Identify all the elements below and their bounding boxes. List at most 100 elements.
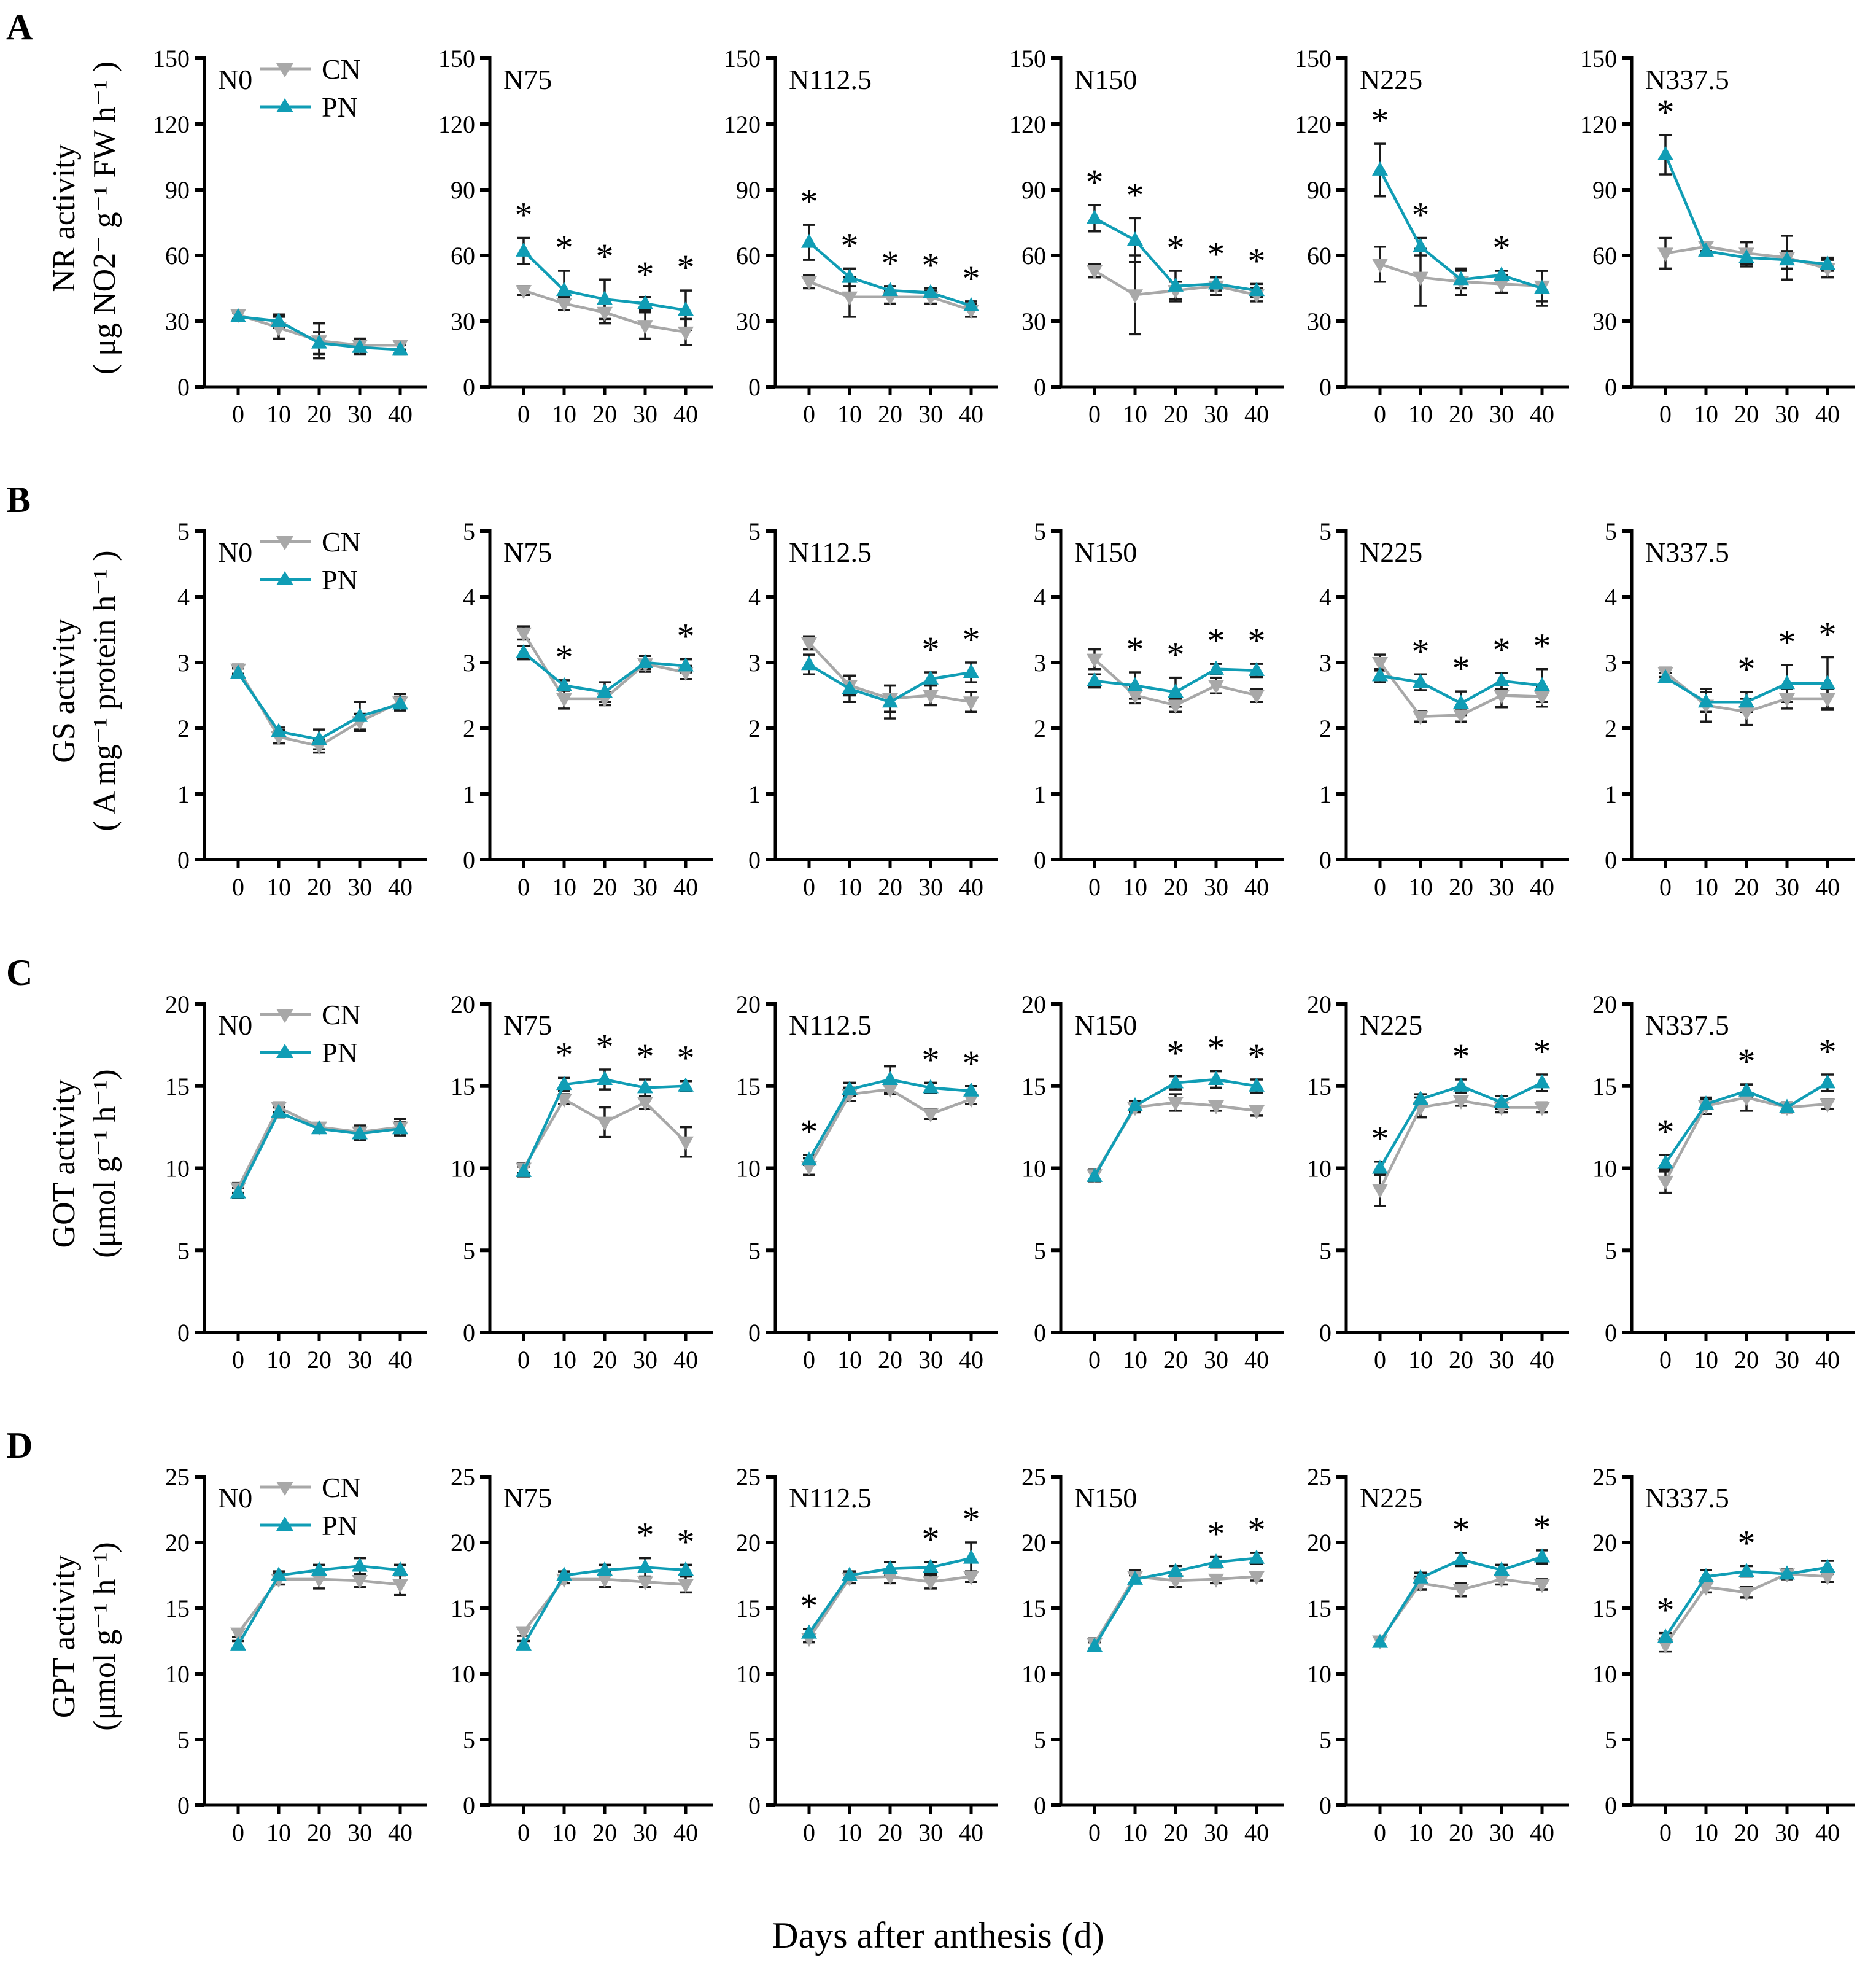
legend-item-cn: CN (260, 1472, 361, 1503)
significance-asterisk: * (841, 225, 859, 265)
y-tick-label: 10 (1307, 1660, 1331, 1688)
pn-marker (1738, 249, 1754, 263)
cn-marker (1534, 1102, 1550, 1116)
x-tick-label: 40 (1815, 400, 1840, 428)
error-bars (1374, 1073, 1548, 1207)
y-tick-label: 5 (1034, 1726, 1046, 1754)
cn-marker (1127, 690, 1143, 704)
y-tick-label: 5 (1605, 1237, 1617, 1264)
y-tick-label: 20 (451, 1529, 475, 1557)
x-tick-label: 0 (1659, 400, 1672, 428)
x-tick-label: 10 (1408, 400, 1433, 428)
y-tick-label: 150 (438, 45, 475, 72)
y-axis-label-B: GS activity ( A mg⁻¹ protein h⁻¹ ) (39, 445, 131, 936)
cn-marker (801, 276, 817, 290)
pn-marker (271, 1566, 287, 1581)
legend-item-pn: PN (260, 564, 358, 596)
significance-asterisk: * (1819, 1032, 1837, 1071)
panel-title: N150 (1074, 537, 1137, 568)
y-tick-label: 3 (1319, 649, 1331, 677)
y-tick-label: 20 (1021, 990, 1046, 1018)
y-tick-label: 30 (1307, 308, 1331, 335)
y-tick-label: 0 (177, 846, 190, 874)
cn-marker (1494, 278, 1510, 293)
significance-asterisk: * (1738, 649, 1756, 689)
y-tick-label: 0 (463, 373, 475, 401)
significance-asterisk: * (1371, 1119, 1389, 1159)
x-tick-label: 40 (673, 1346, 698, 1374)
pn-marker (637, 654, 653, 668)
y-tick-label: 3 (1034, 649, 1046, 677)
pn-marker (1494, 672, 1510, 686)
pn-marker (1494, 1561, 1510, 1576)
cn-marker (882, 1084, 898, 1098)
y-tick-label: 15 (1307, 1595, 1331, 1622)
y-tick-label: 1 (177, 780, 190, 808)
x-tick-label: 40 (1815, 1346, 1840, 1374)
pn-marker (556, 1076, 572, 1091)
y-tick-label: 15 (736, 1595, 761, 1622)
x-tick-label: 30 (347, 873, 372, 901)
x-tick-label: 40 (1530, 1346, 1554, 1374)
pn-marker (556, 282, 572, 297)
cn-marker (1534, 691, 1550, 706)
y-tick-label: 5 (177, 1237, 190, 1264)
triangle-up-icon (276, 1044, 293, 1058)
legend-item-pn: PN (260, 91, 358, 123)
pn-marker (1494, 1094, 1510, 1108)
y-tick-label: 20 (451, 990, 475, 1018)
significance-asterisk: * (1248, 1510, 1266, 1550)
y-tick-label: 30 (736, 308, 761, 335)
pn-marker (1698, 1568, 1714, 1582)
panel-title: N150 (1074, 1009, 1137, 1041)
x-tick-label: 10 (1694, 873, 1718, 901)
x-tick-label: 40 (1244, 1819, 1269, 1846)
cn-marker (637, 320, 653, 335)
y-tick-label: 4 (177, 583, 190, 611)
x-tick-label: 40 (673, 873, 698, 901)
x-tick-label: 0 (1088, 1346, 1101, 1374)
panel-B-N0: 0 1 2 3 4 5 0 10 20 30 40 N0 CN PN (177, 518, 427, 901)
pn-marker (392, 341, 408, 356)
y-tick-label: 5 (1034, 518, 1046, 545)
pn-marker (1087, 1638, 1103, 1652)
cn-marker (1453, 1584, 1469, 1599)
pn-marker (1087, 209, 1103, 224)
y-tick-label: 60 (1307, 242, 1331, 270)
significance-asterisk: * (1493, 228, 1511, 268)
cn-line (1093, 1101, 1257, 1176)
panel-title: N75 (503, 1482, 552, 1514)
significance-asterisk: * (963, 259, 980, 298)
x-tick-label: 20 (1734, 1819, 1759, 1846)
legend-item-pn: PN (260, 1037, 358, 1068)
cn-marker (1087, 265, 1103, 279)
panel-title: N75 (503, 537, 552, 568)
cn-marker (556, 693, 572, 707)
y-tick-label: 0 (1034, 373, 1046, 401)
x-tick-label: 30 (1204, 873, 1228, 901)
pn-marker (271, 1103, 287, 1118)
y-tick-label: 5 (1605, 1726, 1617, 1754)
x-tick-label: 0 (803, 873, 815, 901)
panel-A-N337.5: 0 30 60 90 120 150 0 10 20 30 40 N337.5* (1580, 45, 1855, 428)
cn-marker (1453, 709, 1469, 724)
pn-marker (963, 664, 979, 679)
x-tick-label: 40 (1244, 1346, 1269, 1374)
pn-marker (678, 657, 694, 672)
x-tick-label: 0 (1374, 873, 1386, 901)
x-tick-label: 0 (1374, 1819, 1386, 1846)
cn-marker (1372, 259, 1388, 273)
y-tick-label: 2 (1319, 715, 1331, 742)
cn-line (1664, 1573, 1828, 1646)
pn-marker (1249, 661, 1265, 676)
significance-asterisk: * (1126, 175, 1144, 215)
x-tick-label: 10 (266, 1346, 291, 1374)
y-tick-label: 0 (463, 846, 475, 874)
y-tick-label: 20 (1592, 990, 1617, 1018)
legend: CN PN (260, 999, 361, 1068)
x-tick-label: 40 (1244, 400, 1269, 428)
pn-marker (1698, 693, 1714, 708)
y-tick-label: 3 (748, 649, 761, 677)
error-bars (232, 309, 406, 360)
